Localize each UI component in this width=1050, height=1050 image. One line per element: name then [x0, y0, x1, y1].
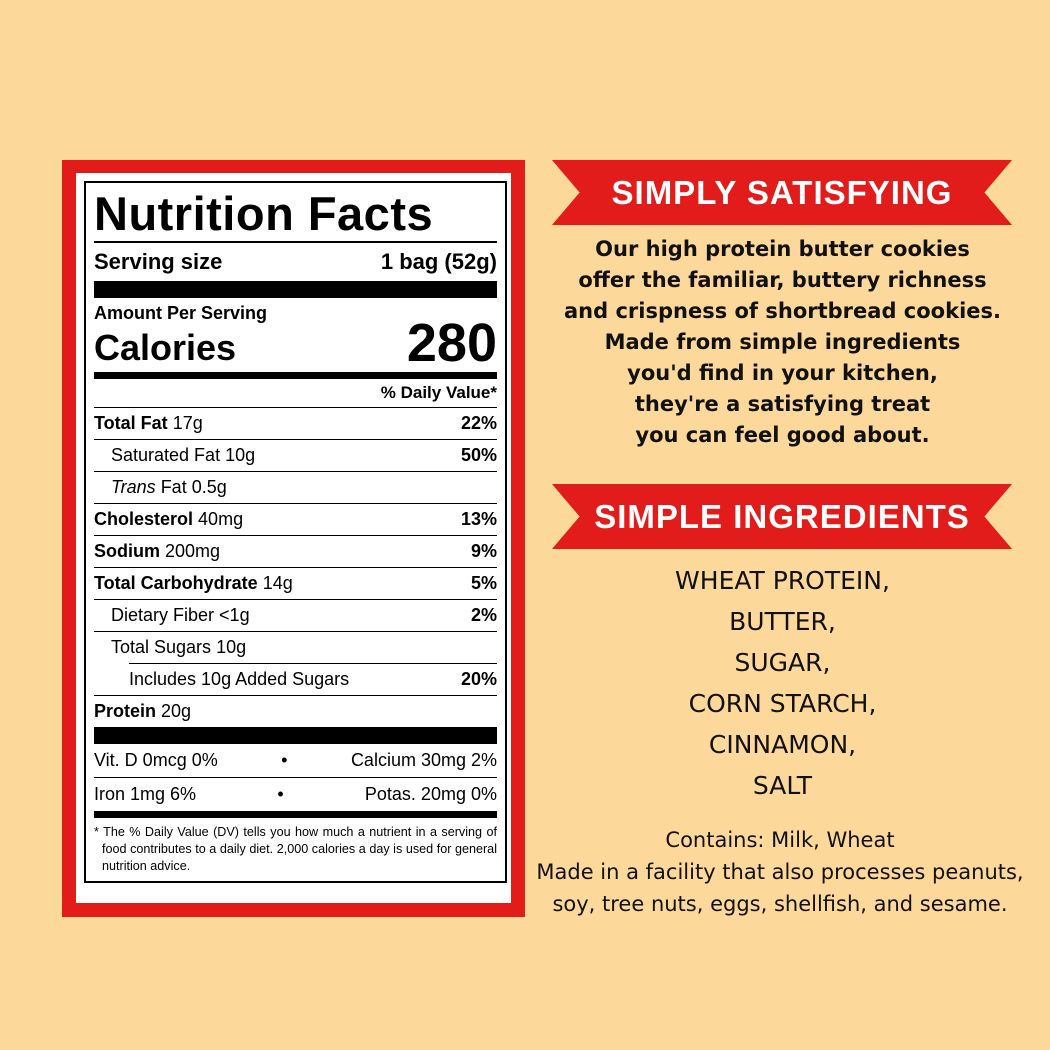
- nutrient-row: Total Carbohydrate 14g 5%: [94, 567, 497, 599]
- nutrient-row: Cholesterol 40mg 13%: [94, 503, 497, 535]
- thick-divider: [94, 727, 497, 744]
- description: Our high protein butter cookies offer the…: [564, 237, 1001, 447]
- heading-simple-ingredients: SIMPLE INGREDIENTS: [552, 484, 1012, 549]
- nutrient-row: Includes 10g Added Sugars 20%: [129, 663, 497, 695]
- nutrient-row: Protein 20g: [94, 695, 497, 727]
- divider: [94, 372, 497, 379]
- label-title: Nutrition Facts: [94, 187, 434, 240]
- calories-value: 280: [406, 313, 497, 373]
- mineral-row: Vit. D 0mcg 0% • Calcium 30mg 2%: [94, 750, 497, 770]
- thick-divider: [94, 281, 497, 298]
- nutrition-facts-label: Nutrition Facts Serving size 1 bag (52g)…: [84, 181, 507, 883]
- amount-per-serving: Amount Per Serving: [94, 303, 268, 323]
- nutrient-row: Total Fat 17g 22%: [94, 407, 497, 439]
- calories-row: Calories 280: [94, 313, 497, 373]
- ingredients-list: WHEAT PROTEIN, BUTTER, SUGAR, CORN STARCH, C…: [675, 566, 890, 800]
- allergen-statement: Contains: Milk, Wheat Made in a facility …: [536, 828, 1024, 916]
- nutrition-label-frame: Nutrition Facts Serving size 1 bag (52g)…: [62, 160, 525, 917]
- nutrient-row: Saturated Fat 10g 50%: [94, 439, 497, 471]
- footnote: * The % Daily Value (DV) tells you how m…: [94, 825, 497, 873]
- mineral-row: Iron 1mg 6% • Potas. 20mg 0%: [94, 777, 497, 811]
- nutrient-row: Sodium 200mg 9%: [94, 535, 497, 567]
- nutrient-row: Total Sugars 10g: [94, 631, 497, 663]
- daily-value-header: % Daily Value*: [380, 383, 497, 402]
- nutrient-row: Dietary Fiber <1g 2%: [94, 599, 497, 631]
- nutrient-row: Trans Fat 0.5g: [94, 471, 497, 503]
- divider: [94, 811, 497, 818]
- heading-simply-satisfying: SIMPLY SATISFYING: [552, 160, 1012, 225]
- serving-size-row: Serving size 1 bag (52g): [94, 241, 497, 281]
